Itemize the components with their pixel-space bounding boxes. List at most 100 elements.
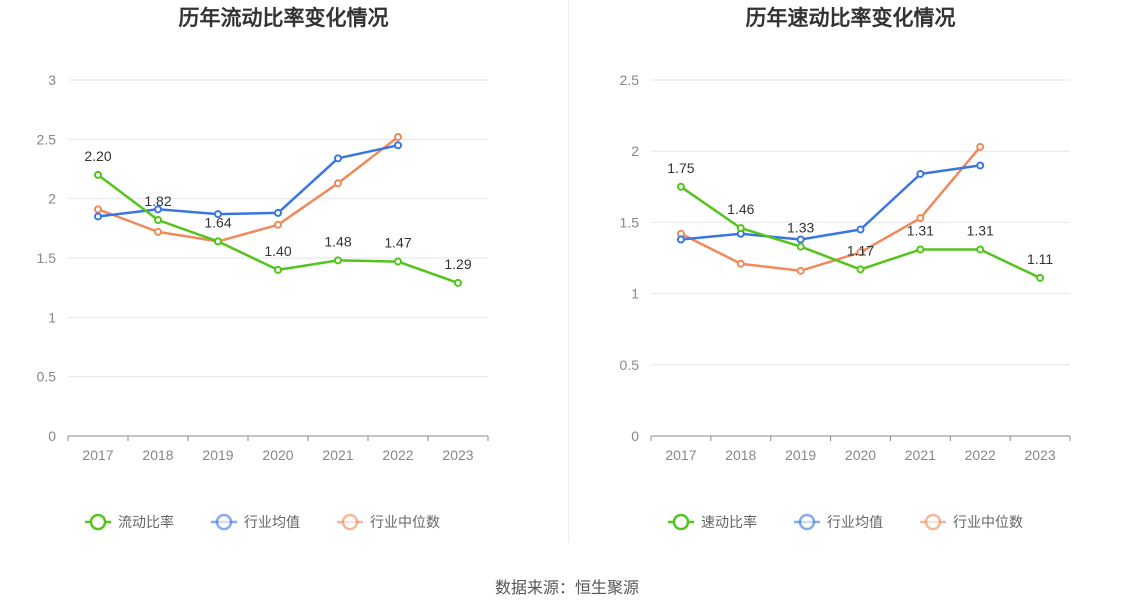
x-tick-label: 2018 [725,447,756,463]
series-0-point [976,245,985,254]
legend-marker-icon [89,513,107,531]
series-0-point [796,242,805,251]
series-1-point [334,154,342,163]
legend-label: 行业均值 [827,515,883,531]
y-tick-label: 2 [48,191,56,207]
y-tick-label: 1 [48,309,56,325]
series-2-point [94,205,102,214]
y-tick-label: 2 [631,143,639,159]
legend-item: 行业中位数 [920,513,1023,531]
quick-ratio-chart-panel: 历年速动比率变化情况 0 0.5 1 1.5 2 2.5 2017 2018 2019 2020 2… [567,0,1134,560]
series-2-point [394,132,402,141]
series-0-point [736,224,745,233]
data-label: 1.29 [444,256,471,272]
series-0-point [94,170,102,179]
current-ratio-line-chart: 0 0.5 1 1.5 2 2.5 3 2017 2018 2019 2020 2021 2022 202… [37,72,489,531]
series-2-point [796,266,805,275]
x-tick-label: 2019 [202,447,233,463]
series-0-point [274,265,282,274]
x-tick-label: 2019 [785,447,816,463]
series-2-point [856,248,865,257]
series-1-point [394,141,402,150]
x-tick-label: 2017 [665,447,696,463]
legend-label: 流动比率 [118,514,174,531]
data-label: 1.46 [727,201,754,217]
series-2-point [976,142,985,151]
series-2-line [97,136,399,243]
quick-ratio-line-chart: 0 0.5 1 1.5 2 2.5 2017 2018 2019 2020 2021 2022 2023… [620,72,1071,531]
y-tick-label: 3 [48,72,56,88]
x-tick-label: 2023 [442,447,473,463]
legend-label: 行业中位数 [370,515,440,531]
data-label: 1.47 [384,235,411,251]
data-label: 1.75 [667,160,694,176]
series-0-point [214,237,222,246]
x-tick-label: 2018 [142,447,173,463]
y-tick-label: 2.5 [620,72,640,88]
series-1-point [154,205,162,214]
series-2-point [916,214,925,223]
series-2-point [736,259,745,268]
data-label: 1.64 [204,214,231,230]
legend-item: 行业均值 [211,513,300,531]
legend-item: 速动比率 [668,513,757,531]
y-tick-label: 1 [631,286,639,302]
y-tick-label: 0 [631,428,639,444]
series-1-line [680,164,981,241]
series-1-point [856,225,865,234]
series-0-point [394,257,402,266]
legend-marker-icon [672,513,690,531]
series-2-line [680,146,982,273]
y-tick-label: 0.5 [37,369,57,385]
data-label: 1.17 [847,242,874,258]
series-0-point [916,245,925,254]
series-2-point [154,227,162,236]
data-label: 2.20 [84,148,111,164]
x-tick-label: 2022 [965,447,996,463]
legend-item: 行业均值 [794,513,883,531]
legend-marker-icon [341,513,359,531]
x-tick-label: 2017 [82,447,113,463]
x-tick-label: 2020 [262,447,293,463]
y-tick-label: 2.5 [37,131,57,147]
y-tick-label: 1.5 [620,214,640,230]
series-1-point [796,235,805,244]
legend-item: 行业中位数 [337,513,440,531]
data-label: 1.40 [264,243,291,259]
series-2-point [274,220,282,229]
data-label: 1.82 [144,193,171,209]
legend-label: 行业中位数 [953,515,1023,531]
y-tick-label: 1.5 [37,250,57,266]
data-label: 1.31 [967,222,994,238]
series-1-point [214,210,222,219]
legend-item: 流动比率 [85,513,174,531]
x-tick-label: 2020 [845,447,876,463]
legend-marker-icon [924,513,942,531]
series-0-point [1036,273,1045,282]
series-0-point [454,278,462,287]
data-label: 1.11 [1027,251,1053,267]
data-label: 1.48 [324,233,351,249]
series-0-point [154,216,162,225]
y-tick-label: 0.5 [620,357,640,373]
chart-title: 历年速动比率变化情况 [745,6,956,30]
series-0-point [334,256,342,265]
series-1-point [676,235,685,244]
series-2-point [334,179,342,188]
x-tick-label: 2023 [1024,447,1055,463]
series-1-line [97,144,399,218]
legend-label: 速动比率 [701,514,757,531]
legend-marker-icon [798,513,816,531]
y-tick-label: 0 [48,428,56,444]
chart-title: 历年流动比率变化情况 [178,6,389,30]
x-tick-label: 2021 [322,447,353,463]
series-1-point [94,212,102,221]
series-1-point [916,169,925,178]
data-label: 1.33 [787,220,814,236]
series-0-point [676,182,685,191]
data-source-note: 数据来源：恒生聚源 [494,578,639,597]
panel-divider [568,0,569,542]
legend-marker-icon [215,513,233,531]
series-1-point [274,208,282,217]
current-ratio-chart-panel: 历年流动比率变化情况 0 0.5 1 1.5 2 2.5 3 2017 2018 2019 2020… [0,0,567,560]
